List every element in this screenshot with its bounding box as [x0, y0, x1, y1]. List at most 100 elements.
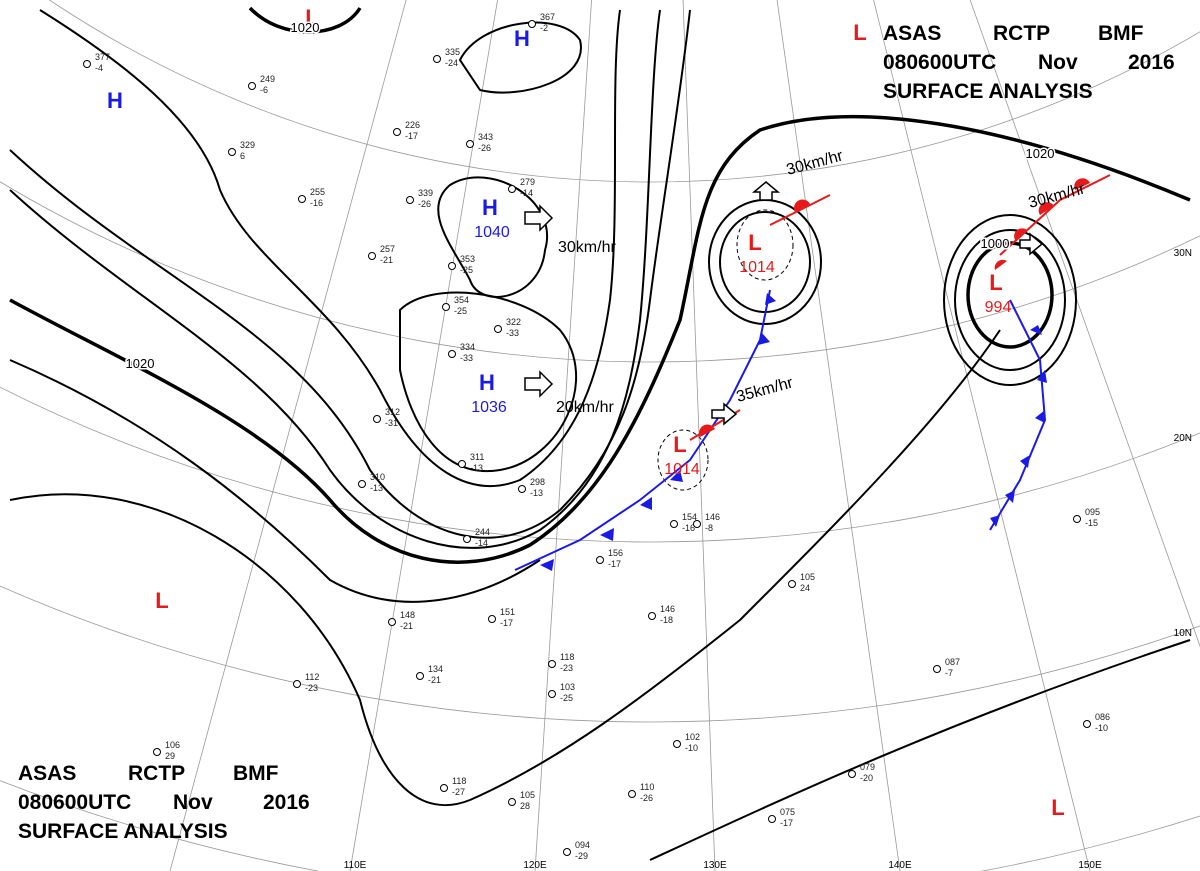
- station-temp: -4: [95, 63, 103, 73]
- center-symbol: H: [482, 195, 498, 220]
- station-marker: [406, 196, 414, 204]
- header-text: RCTP: [993, 22, 1050, 45]
- station-marker: [448, 350, 456, 358]
- station-marker: [83, 60, 91, 68]
- station-marker: [494, 325, 502, 333]
- station-pressure: 146: [705, 512, 720, 522]
- station-marker: [628, 790, 636, 798]
- low-circle: [736, 209, 794, 281]
- station-pressure: 298: [530, 477, 545, 487]
- longitude-label: 150E: [1078, 860, 1102, 871]
- station-temp: -13: [470, 463, 483, 473]
- station-marker: [153, 748, 161, 756]
- station-temp: -17: [608, 559, 621, 569]
- station-temp: -27: [452, 787, 465, 797]
- header-text: SURFACE ANALYSIS: [18, 820, 228, 843]
- center-symbol: H: [514, 26, 530, 51]
- station-pressure: 335: [445, 47, 460, 57]
- center-symbol: H: [107, 88, 123, 113]
- station-marker: [466, 140, 474, 148]
- station-pressure: 343: [478, 132, 493, 142]
- station-marker: [228, 148, 236, 156]
- longitude-label: 130E: [703, 860, 727, 871]
- station-marker: [416, 672, 424, 680]
- station-temp: -33: [460, 353, 473, 363]
- longitude-label: 140E: [888, 860, 912, 871]
- station-pressure: 353: [460, 254, 475, 264]
- latitude-label: 20N: [1174, 433, 1192, 444]
- station-pressure: 148: [400, 610, 415, 620]
- station-pressure: 086: [1095, 712, 1110, 722]
- isobar: [9, 359, 541, 603]
- station-temp: -10: [685, 743, 698, 753]
- station-temp: -17: [405, 131, 418, 141]
- station-marker: [933, 665, 941, 673]
- isobar: [9, 115, 1191, 564]
- latitude-line: [49, 0, 1200, 183]
- station-marker: [293, 680, 301, 688]
- center-symbol: H: [479, 370, 495, 395]
- station-temp: -33: [506, 328, 519, 338]
- station-temp: -31: [385, 418, 398, 428]
- station-pressure: 310: [370, 472, 385, 482]
- isobars: [9, 6, 1191, 861]
- station-pressure: 075: [780, 807, 795, 817]
- station-marker: [1083, 720, 1091, 728]
- station-pressure: 134: [428, 664, 443, 674]
- station-temp: -24: [445, 58, 458, 68]
- center-pressure: 994: [985, 299, 1012, 316]
- station-pressure: 311: [470, 452, 484, 462]
- longitude-line: [873, 0, 1091, 871]
- station-pressure: 112: [305, 672, 319, 682]
- station-marker: [488, 615, 496, 623]
- center-symbol: L: [853, 20, 866, 45]
- station-pressure: 118: [560, 652, 574, 662]
- station-marker: [548, 690, 556, 698]
- station-pressure: 244: [475, 527, 490, 537]
- station-marker: [298, 195, 306, 203]
- station-marker: [528, 20, 536, 28]
- station-pressure: 322: [506, 317, 521, 327]
- station-temp: -16: [682, 523, 695, 533]
- station-temp: -2: [540, 23, 548, 33]
- header-text: 080600UTC: [883, 51, 996, 74]
- motion-arrows: [524, 181, 1044, 426]
- isobar: [943, 214, 1077, 386]
- station-pressure: 329: [240, 140, 255, 150]
- station-marker: [1073, 515, 1081, 523]
- station-temp: -21: [380, 255, 393, 265]
- station-marker: [393, 128, 401, 136]
- station-temp: -25: [560, 693, 573, 703]
- isobar: [954, 229, 1066, 371]
- station-marker: [596, 556, 604, 564]
- station-temp: -17: [500, 618, 513, 628]
- station-temp: -17: [780, 818, 793, 828]
- station-marker: [508, 185, 516, 193]
- station-marker: [248, 82, 256, 90]
- isobar: [9, 329, 1001, 806]
- isobar-label: 1000: [981, 236, 1010, 251]
- station-temp: -8: [705, 523, 713, 533]
- center-symbol: L: [305, 5, 318, 30]
- motion-label: 20km/hr: [556, 399, 614, 416]
- station-temp: -16: [310, 198, 323, 208]
- isobar: [399, 291, 578, 473]
- station-pressure: 339: [418, 188, 433, 198]
- station-temp: -6: [260, 85, 268, 95]
- station-temp: -14: [520, 188, 533, 198]
- header-text: Nov: [173, 791, 213, 814]
- header-text: Nov: [1038, 51, 1078, 74]
- header-text: SURFACE ANALYSIS: [883, 80, 1093, 103]
- isobar-label: 1020: [1026, 146, 1055, 161]
- station-pressure: 094: [575, 840, 590, 850]
- station-pressure: 079: [860, 762, 875, 772]
- station-marker: [373, 415, 381, 423]
- center-pressure: 1014: [664, 461, 700, 478]
- longitude-line: [776, 0, 901, 871]
- station-pressure: 154: [682, 512, 697, 522]
- motion-label: 30km/hr: [558, 239, 616, 256]
- station-marker: [768, 815, 776, 823]
- front-symbols: [699, 178, 1090, 438]
- station-marker: [788, 580, 796, 588]
- station-temp: -26: [418, 199, 431, 209]
